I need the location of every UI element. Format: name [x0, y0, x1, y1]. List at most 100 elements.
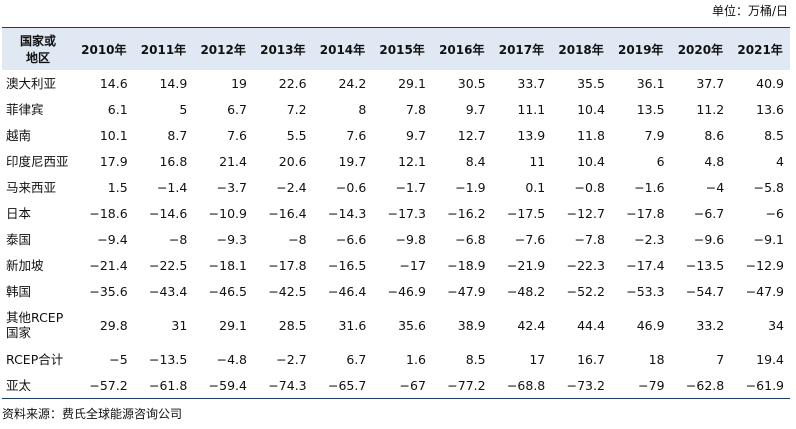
table-cell: −2.3	[634, 231, 665, 247]
table-cell: 28.5	[278, 317, 307, 333]
table-cell: −0.6	[335, 179, 367, 195]
table-cell: 14.9	[159, 75, 188, 91]
table-cell: 11.8	[577, 127, 605, 143]
header-cell: 2013年	[252, 27, 313, 70]
table-cell: −9.6	[693, 231, 725, 247]
table-cell: −6	[765, 205, 784, 221]
table-cell: −5.8	[753, 179, 784, 195]
table-cell: 13.9	[517, 127, 546, 143]
table-cell: −73.2	[566, 377, 605, 393]
table-cell: 20.6	[278, 153, 307, 169]
table-cell: −1.6	[634, 179, 665, 195]
table-cell: −46.9	[387, 283, 426, 299]
table-cell: −7.8	[574, 231, 605, 247]
table-cell: −14.6	[149, 205, 188, 221]
table-row: 澳大利亚 14.6 14.9 19 22.6 24.2 29.1 30.5 33.7 35.5 36…	[2, 70, 790, 96]
row-label: RCEP合计	[6, 351, 64, 367]
table-cell: 10.4	[577, 153, 605, 169]
table-cell: 11.1	[517, 101, 546, 117]
row-label: 印度尼西亚	[6, 153, 69, 169]
table-cell: 29.8	[99, 317, 128, 333]
table-cell: 19.7	[338, 153, 367, 169]
table-cell: 4	[776, 153, 784, 169]
table-cell: 10.4	[577, 101, 605, 117]
table-cell: 10.1	[99, 127, 128, 143]
table-cell: 6	[656, 153, 665, 169]
header-cell: 2011年	[133, 27, 194, 70]
table-row: 越南 10.1 8.7 7.6 5.5 7.6 9.7 12.7 13.9 11.8 7.9 8.6 8…	[2, 122, 790, 148]
table-cell: 6.7	[346, 351, 367, 367]
table-cell: 12.1	[398, 153, 426, 169]
table-cell: 9.7	[465, 101, 486, 117]
header-cell: 2017年	[491, 27, 552, 70]
table-cell: 37.7	[696, 75, 725, 91]
table-cell: −59.4	[208, 377, 247, 393]
table-cell: −67	[399, 377, 426, 393]
table-cell: 17	[529, 351, 546, 367]
table-cell: 11.2	[696, 101, 725, 117]
header-cell: 2014年	[312, 27, 373, 70]
header-row: 国家或 地区 2010年 2011年 2012年 2013年 2014年 2015年 2016…	[2, 27, 790, 70]
table-cell: −21.9	[506, 257, 546, 273]
row-label: 马来西亚	[6, 179, 57, 195]
table-cell: 6.7	[227, 101, 247, 117]
row-label: 澳大利亚	[6, 75, 57, 91]
table-cell: −79	[638, 377, 665, 393]
table-cell: −9.8	[395, 231, 426, 247]
header-cell: 2012年	[193, 27, 253, 70]
table-cell: 24.2	[338, 75, 367, 91]
row-label: 泰国	[6, 231, 32, 247]
table-cell: −61.9	[745, 377, 784, 393]
table-cell: −53.3	[626, 283, 665, 299]
table-cell: −6.8	[455, 231, 486, 247]
table-cell: −18.6	[89, 205, 128, 221]
table-cell: −13.5	[685, 257, 725, 273]
table-cell: 4.8	[704, 153, 725, 169]
table-cell: 17.9	[99, 153, 128, 169]
table-cell: −13.5	[149, 351, 188, 367]
table-cell: 8.7	[167, 127, 188, 143]
table-cell: −22.3	[566, 257, 605, 273]
table-cell: −0.8	[574, 179, 605, 195]
table-cell: −17.4	[626, 257, 665, 273]
table-cell: −9.3	[216, 231, 247, 247]
table-cell: 13.5	[636, 101, 665, 117]
table-cell: −16.4	[268, 205, 307, 221]
table-cell: −6.6	[335, 231, 367, 247]
table-cell: 0.1	[525, 179, 546, 195]
table-cell: 35.6	[398, 317, 426, 333]
table-row: 菲律宾 6.1 5 6.7 7.2 8 7.8 9.7 11.1 10.4 13.5 11.2 13.6	[2, 96, 790, 122]
table-cell: −3.7	[216, 179, 247, 195]
table-cell: 16.7	[577, 351, 605, 367]
table-cell: 19.4	[756, 351, 784, 367]
table-cell: −22.5	[149, 257, 188, 273]
table-cell: 7	[716, 351, 725, 367]
table-cell: −9.4	[97, 231, 128, 247]
table-cell: −8	[288, 231, 307, 247]
table-cell: −1.4	[156, 179, 188, 195]
table-cell: −18.9	[447, 257, 486, 273]
table-cell: 12.7	[457, 127, 486, 143]
table-cell: −17	[399, 257, 426, 273]
table-cell: −10.9	[208, 205, 247, 221]
table-cell: −17.8	[626, 205, 665, 221]
row-label: 菲律宾	[6, 101, 44, 117]
table-cell: 31.6	[338, 317, 367, 333]
table-cell: −1.7	[395, 179, 426, 195]
table-cell: 40.9	[756, 75, 784, 91]
header-cell: 2019年	[610, 27, 671, 70]
table-cell: 46.9	[636, 317, 665, 333]
table-cell: −47.9	[745, 283, 784, 299]
table-row: 新加坡 −21.4 −22.5 −18.1 −17.8 −16.5 −17 −18.9 −21.…	[2, 252, 790, 278]
table-cell: −74.3	[268, 377, 307, 393]
table-cell: −2.4	[276, 179, 307, 195]
table-cell: −6.7	[693, 205, 725, 221]
table-cell: 6.1	[107, 101, 128, 117]
table-cell: −16.5	[327, 257, 367, 273]
unit-label: 单位：万桶/日	[711, 4, 788, 18]
table-cell: 42.4	[517, 317, 546, 333]
table-cell: 13.6	[756, 101, 784, 117]
table-cell: 22.6	[278, 75, 307, 91]
table-cell: 18	[648, 351, 665, 367]
